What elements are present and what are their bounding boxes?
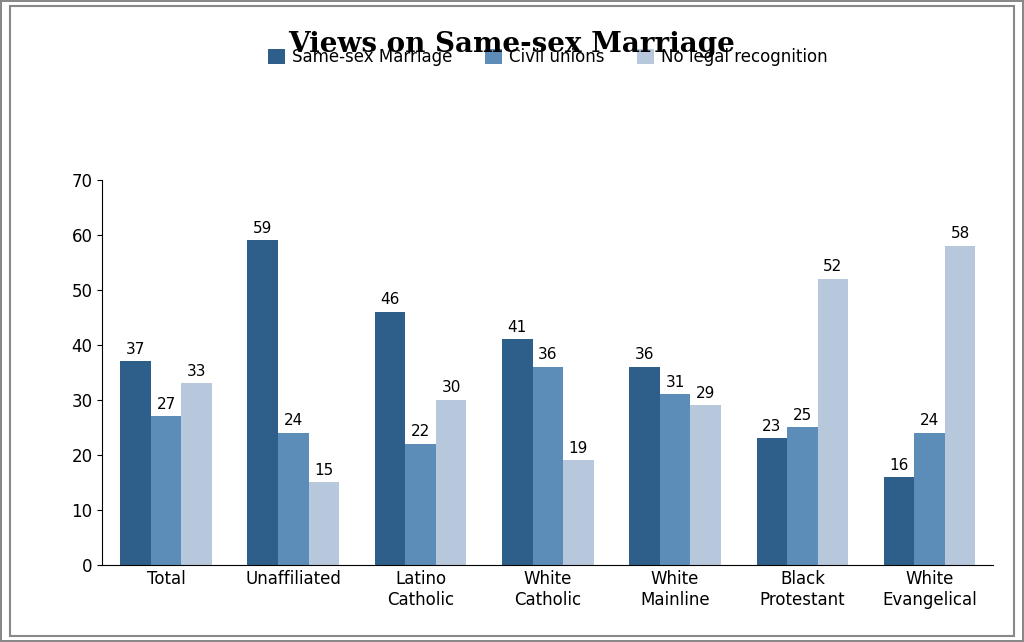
Bar [914, 433, 945, 565]
Bar [181, 383, 212, 565]
Text: 31: 31 [666, 375, 685, 390]
Text: 23: 23 [762, 419, 781, 434]
Bar [502, 340, 532, 565]
Bar [563, 460, 594, 565]
Text: 24: 24 [284, 413, 303, 428]
Text: 16: 16 [890, 458, 908, 473]
Text: 36: 36 [538, 347, 558, 363]
Bar [436, 400, 466, 565]
Bar [308, 482, 339, 565]
Bar [532, 367, 563, 565]
Text: 24: 24 [920, 413, 939, 428]
Bar [248, 240, 279, 565]
Text: 19: 19 [568, 441, 588, 456]
Text: Views on Same-sex Marriage: Views on Same-sex Marriage [289, 31, 735, 58]
Text: 15: 15 [314, 463, 334, 478]
Text: 52: 52 [823, 259, 843, 274]
Bar [945, 246, 976, 565]
Bar [375, 312, 406, 565]
Text: 33: 33 [186, 364, 206, 379]
Text: 36: 36 [635, 347, 654, 363]
Text: 37: 37 [126, 342, 145, 357]
Bar [884, 477, 914, 565]
Bar [151, 417, 181, 565]
Bar [279, 433, 308, 565]
Bar [690, 405, 721, 565]
Bar [406, 444, 436, 565]
Bar [120, 361, 151, 565]
Text: 58: 58 [950, 227, 970, 241]
Bar [787, 428, 817, 565]
Text: 22: 22 [411, 424, 430, 440]
Bar [659, 394, 690, 565]
Bar [817, 279, 848, 565]
Text: 59: 59 [253, 221, 272, 236]
Text: 27: 27 [157, 397, 176, 412]
Text: 29: 29 [696, 386, 716, 401]
Bar [630, 367, 659, 565]
Text: 46: 46 [380, 292, 399, 308]
Bar [757, 438, 787, 565]
Legend: Same-sex Marriage, Civil unions, No legal recognition: Same-sex Marriage, Civil unions, No lega… [261, 42, 835, 73]
Text: 41: 41 [508, 320, 527, 335]
Text: 30: 30 [441, 381, 461, 395]
Text: 25: 25 [793, 408, 812, 423]
